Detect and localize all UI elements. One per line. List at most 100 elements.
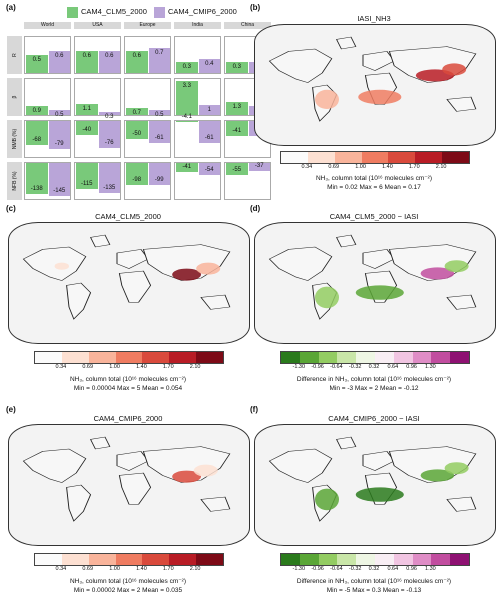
bar-value-label: 0.5 [55, 111, 64, 118]
bar-value-label: 0.6 [82, 53, 91, 60]
map-panel-e [8, 424, 250, 546]
metric-label-text: NFB (%) [11, 171, 18, 191]
concentration-hotspot [444, 260, 469, 273]
colorbar-tick: 0.34 [55, 566, 67, 572]
stats-c: Min = 0.00004 Max = 5 Mean = 0.054 [73, 385, 183, 392]
bar-value-label: -50 [132, 131, 142, 137]
colorbar-tick: -0.64 [330, 364, 343, 370]
concentration-hotspot [315, 89, 339, 110]
bar-value-label: -76 [104, 140, 114, 147]
concentration-hotspot [196, 262, 221, 275]
colorbar-tick: -1.30 [292, 566, 306, 572]
colorbar-swatch [431, 554, 451, 565]
bar-clm5 [76, 103, 98, 115]
colorbar-swatch [196, 352, 224, 363]
continent-outline [200, 496, 231, 512]
panel-title-c: CAM4_CLM5_2000 [95, 212, 161, 221]
colorbar-swatch [142, 352, 170, 363]
panel-label-e: (e) [6, 405, 16, 414]
bar-cell: 3.3 1 [174, 78, 221, 116]
colorbar-swatch [299, 352, 319, 363]
bar-cmip6 [48, 51, 70, 73]
bar-value-label: -54 [204, 167, 214, 174]
stats-d: Min = -3 Max = 2 Mean = -0.12 [329, 385, 419, 392]
bar-value-label: 0.7 [132, 109, 141, 116]
continent-outline [362, 249, 395, 269]
bar-value-label: 0.4 [205, 60, 214, 67]
panel-title-e: CAM4_CMIP6_2000 [93, 414, 163, 423]
region-header: World [24, 22, 71, 29]
colorbar-tick: 0.34 [55, 364, 67, 370]
colorbar-swatch [337, 352, 357, 363]
region-header: China [224, 22, 271, 29]
continent-outline [66, 282, 92, 320]
colorbar-tick: 1.40 [136, 566, 147, 572]
continent-outline [336, 36, 357, 50]
colorbar-f [280, 553, 470, 566]
bar-value-label: -79 [54, 141, 64, 148]
colorbar-tick: 1.00 [109, 364, 120, 370]
concentration-hotspot [442, 63, 467, 76]
bar-cell: -40 -76 [74, 120, 121, 158]
colorbar-tick: 1.00 [355, 164, 366, 170]
continent-outline [22, 448, 87, 483]
bar-value-label: -115 [80, 180, 93, 187]
continent-outline [268, 246, 333, 281]
panel-label-d: (d) [250, 204, 261, 213]
metric-label: NMB (%) [7, 120, 22, 158]
metric-label: NFB (%) [7, 162, 22, 200]
concentration-hotspot [193, 464, 218, 477]
bar-cell: -98 -99 [124, 162, 171, 200]
world-map [268, 234, 477, 320]
continent-outline [446, 96, 477, 112]
bar-cell: -138 -145 [24, 162, 71, 200]
continent-outline [446, 294, 477, 310]
stats-e: Min = 0.00002 Max = 2 Mean = 0.035 [73, 587, 183, 594]
colorbar-swatch [318, 352, 338, 363]
bar-value-label: -138 [30, 186, 43, 193]
bar-clm5 [26, 105, 48, 115]
world-map [268, 36, 477, 122]
colorbar-d [280, 351, 470, 364]
bar-value-label: -145 [53, 187, 66, 194]
bar-clm5 [176, 81, 198, 115]
panel-title-b: IASI_NH3 [357, 14, 391, 23]
colorbar-swatch [415, 152, 443, 163]
continent-outline [118, 472, 152, 505]
colorbar-swatch [281, 352, 300, 363]
bar-value-label: -41 [182, 164, 192, 171]
metric-label: β [7, 78, 22, 116]
bar-clm5 [226, 163, 248, 176]
continent-outline [66, 484, 92, 522]
colorbar-swatch [450, 554, 469, 565]
colorbar-swatch [281, 554, 300, 565]
bar-cell: -115 -135 [74, 162, 121, 200]
panel-label-f: (f) [250, 405, 258, 414]
bar-cell: 0.6 0.6 [74, 36, 121, 74]
colorbar-swatch [356, 352, 375, 363]
colorbar-swatch [412, 554, 432, 565]
continent-outline [362, 51, 395, 71]
bar-cmip6 [198, 58, 220, 73]
colorbar-swatch [442, 152, 470, 163]
bar-value-label: -55 [232, 167, 242, 174]
map-panel-b [254, 24, 496, 146]
concentration-hotspot [355, 487, 404, 502]
bar-cmip6 [248, 163, 270, 172]
bar-value-label: 0.3 [232, 64, 241, 71]
bar-value-label: -37 [254, 163, 264, 170]
panel-title-d: CAM4_CLM5_2000 − IASI [329, 212, 419, 221]
continent-outline [200, 294, 231, 310]
stats-b: Min = 0.02 Max = 6 Mean = 0.17 [327, 184, 421, 191]
concentration-hotspot [315, 488, 339, 511]
bar-cmip6 [198, 121, 220, 143]
colorbar-swatch [142, 554, 170, 565]
continent-outline [90, 436, 111, 450]
concentration-hotspot [420, 469, 455, 482]
bar-clm5 [126, 107, 148, 115]
colorbar-tick: 1.30 [425, 364, 436, 370]
panel-label-c: (c) [6, 204, 16, 213]
concentration-hotspot [444, 462, 469, 475]
bar-value-label: 0.9 [32, 107, 41, 114]
bar-value-label: -41 [232, 127, 242, 134]
